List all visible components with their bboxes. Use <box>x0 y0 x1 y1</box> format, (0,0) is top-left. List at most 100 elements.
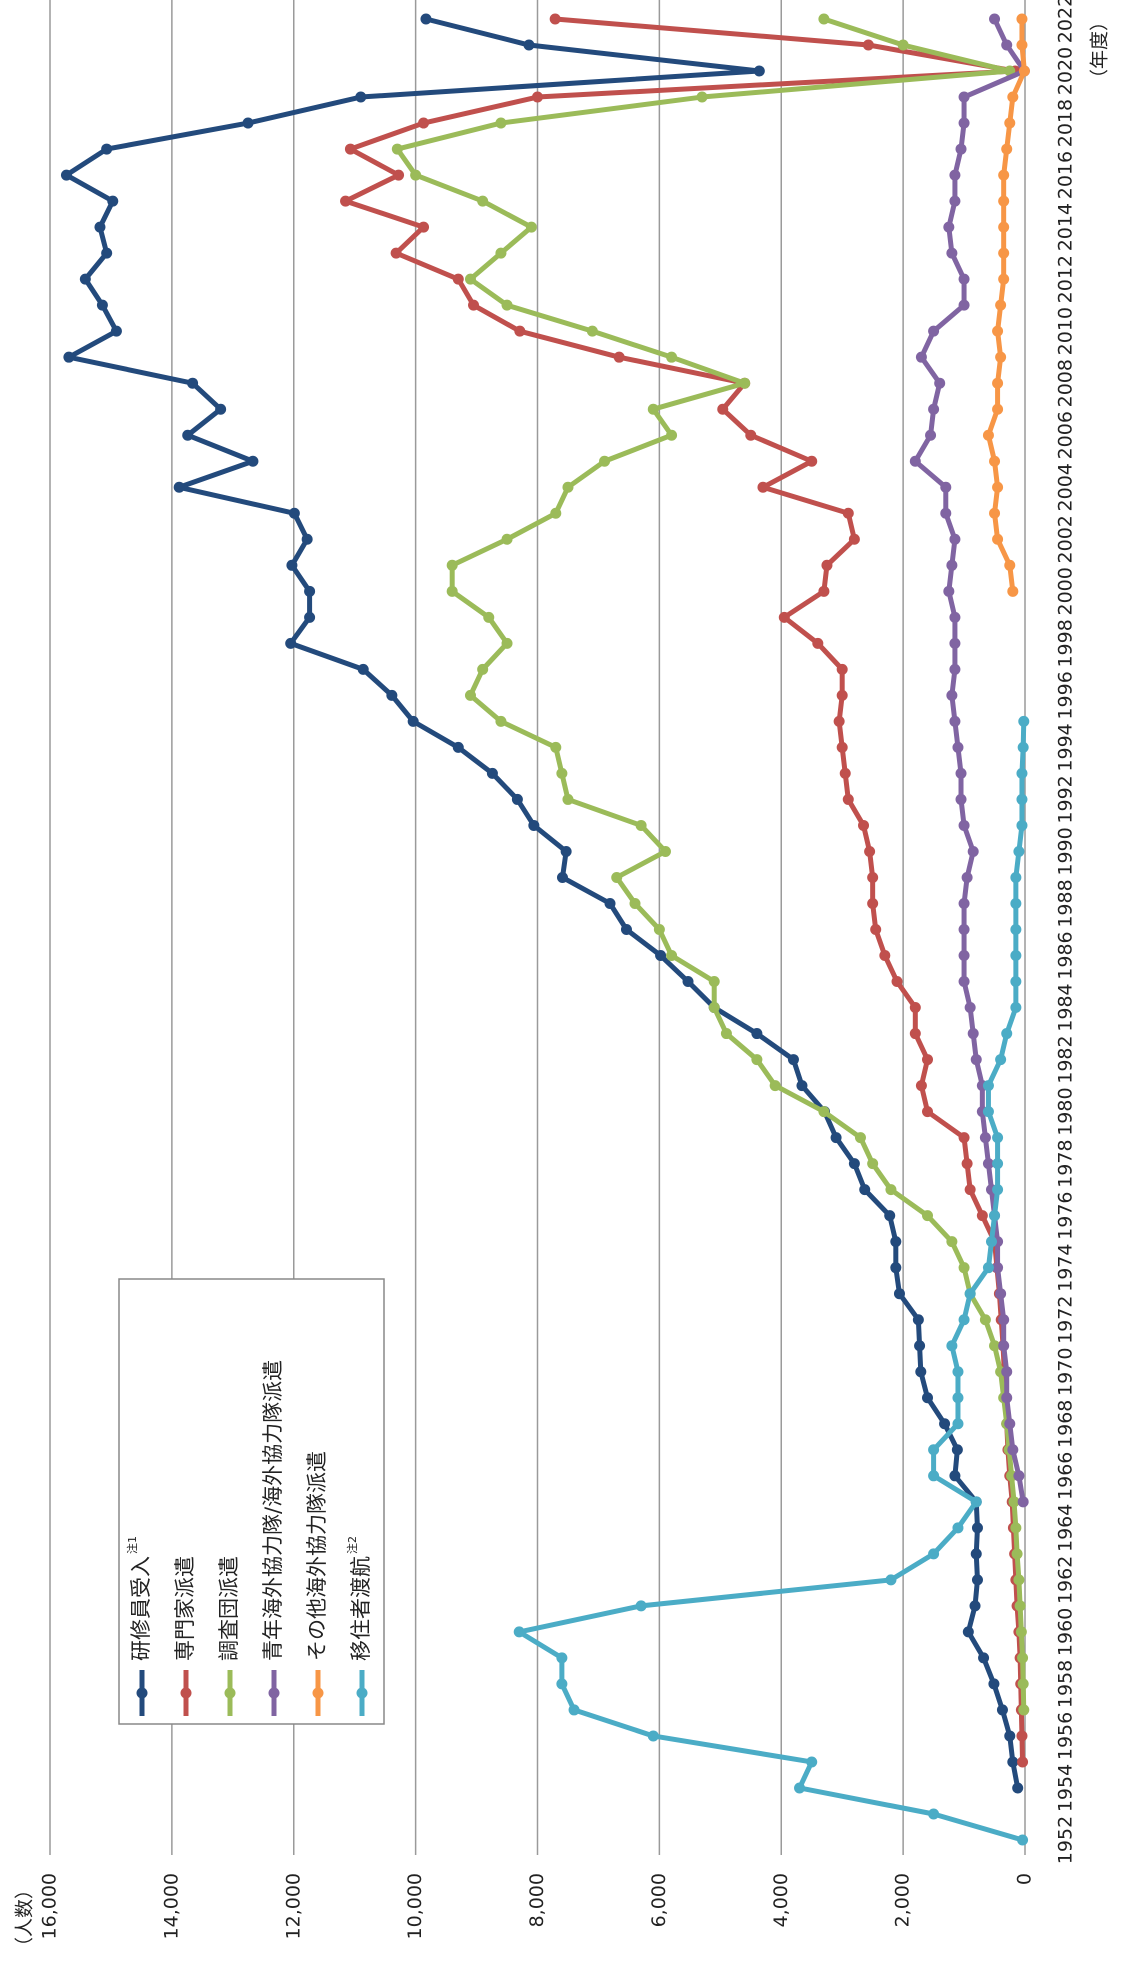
x-tick-label: 1998 <box>1055 619 1077 667</box>
data-point <box>864 845 876 857</box>
data-point <box>969 1600 981 1612</box>
data-point <box>949 169 961 181</box>
data-point <box>1016 13 1028 25</box>
data-point <box>1015 1626 1027 1638</box>
data-point <box>288 507 300 519</box>
data-point <box>985 1236 997 1248</box>
data-point <box>79 273 91 285</box>
data-point <box>101 247 113 259</box>
data-point <box>970 1548 982 1560</box>
data-point <box>940 507 952 519</box>
legend-label: 移住者渡航 <box>349 1556 373 1661</box>
data-point <box>525 221 537 233</box>
data-point <box>562 793 574 805</box>
data-point <box>495 247 507 259</box>
data-point <box>418 221 430 233</box>
data-point <box>556 767 568 779</box>
data-point <box>1010 1522 1022 1534</box>
data-point <box>821 559 833 571</box>
data-point <box>998 273 1010 285</box>
data-point <box>1017 1834 1029 1846</box>
data-point <box>477 195 489 207</box>
data-point <box>532 91 543 103</box>
data-point <box>949 715 961 727</box>
data-point <box>928 1444 940 1456</box>
data-point <box>976 1210 988 1222</box>
data-point <box>1018 1704 1030 1716</box>
data-point <box>1001 143 1013 155</box>
y-tick-label: 10,000 <box>404 1873 426 1939</box>
data-point <box>922 1392 933 1404</box>
data-point <box>1012 1782 1024 1794</box>
x-tick-label: 2020 <box>1055 47 1077 95</box>
data-point <box>1001 1028 1013 1040</box>
data-point <box>949 611 961 623</box>
legend-label: 青年海外協力隊/海外協力隊派遣 <box>261 1360 285 1661</box>
data-point <box>182 429 194 441</box>
data-point <box>992 1158 1004 1170</box>
data-point <box>962 1626 974 1638</box>
data-point <box>967 1028 979 1040</box>
data-point <box>483 611 495 623</box>
data-point <box>1016 819 1028 831</box>
data-point <box>173 481 185 493</box>
x-tick-label: 1970 <box>1055 1348 1077 1396</box>
data-point <box>922 1210 933 1222</box>
data-point <box>568 1704 580 1716</box>
data-point <box>897 39 909 51</box>
data-point <box>958 976 970 988</box>
data-point <box>796 1080 808 1092</box>
x-tick-label: 1974 <box>1055 1244 1077 1292</box>
data-point <box>550 741 562 753</box>
x-tick-label: 2014 <box>1055 203 1077 251</box>
data-point <box>101 143 113 155</box>
legend-marker <box>180 1687 192 1699</box>
x-tick-label: 1984 <box>1055 983 1077 1031</box>
data-point <box>708 1002 720 1014</box>
legend-label: 研修員受入 <box>129 1556 153 1661</box>
data-point <box>848 533 860 545</box>
data-point <box>952 741 964 753</box>
data-point <box>285 637 297 649</box>
data-point <box>992 403 1004 415</box>
data-point <box>955 767 967 779</box>
data-point <box>879 950 891 962</box>
x-tick-label: 1978 <box>1055 1139 1077 1187</box>
data-point <box>952 1392 964 1404</box>
data-point <box>934 377 946 389</box>
data-point <box>94 221 106 233</box>
data-point <box>958 91 970 103</box>
x-tick-label: 1994 <box>1055 723 1077 771</box>
data-point <box>964 1184 976 1196</box>
data-point <box>955 143 967 155</box>
x-tick-label: 1972 <box>1055 1296 1077 1344</box>
data-point <box>988 1678 1000 1690</box>
data-point <box>745 429 757 441</box>
data-point <box>751 1028 763 1040</box>
x-tick-label: 1996 <box>1055 671 1077 719</box>
data-point <box>464 273 476 285</box>
data-point <box>1010 1002 1022 1014</box>
y-tick-label: 6,000 <box>648 1873 670 1927</box>
data-point <box>355 91 367 103</box>
data-point <box>1010 924 1022 935</box>
data-point <box>1004 1730 1016 1742</box>
data-point <box>495 715 507 727</box>
data-point <box>751 1054 763 1066</box>
data-point <box>912 1314 924 1326</box>
data-point <box>885 1184 897 1196</box>
x-tick-label: 2004 <box>1055 463 1077 511</box>
data-point <box>833 715 845 727</box>
data-point <box>1001 1392 1013 1404</box>
data-point <box>989 1340 1001 1352</box>
data-point <box>952 1366 964 1378</box>
data-point <box>961 871 973 883</box>
data-point <box>982 1158 994 1170</box>
legend-note: 注2 <box>345 1536 359 1554</box>
data-point <box>620 924 632 935</box>
data-point <box>599 455 611 467</box>
data-point <box>418 117 430 129</box>
data-point <box>549 13 561 25</box>
data-point <box>187 377 199 389</box>
data-point <box>925 429 937 441</box>
